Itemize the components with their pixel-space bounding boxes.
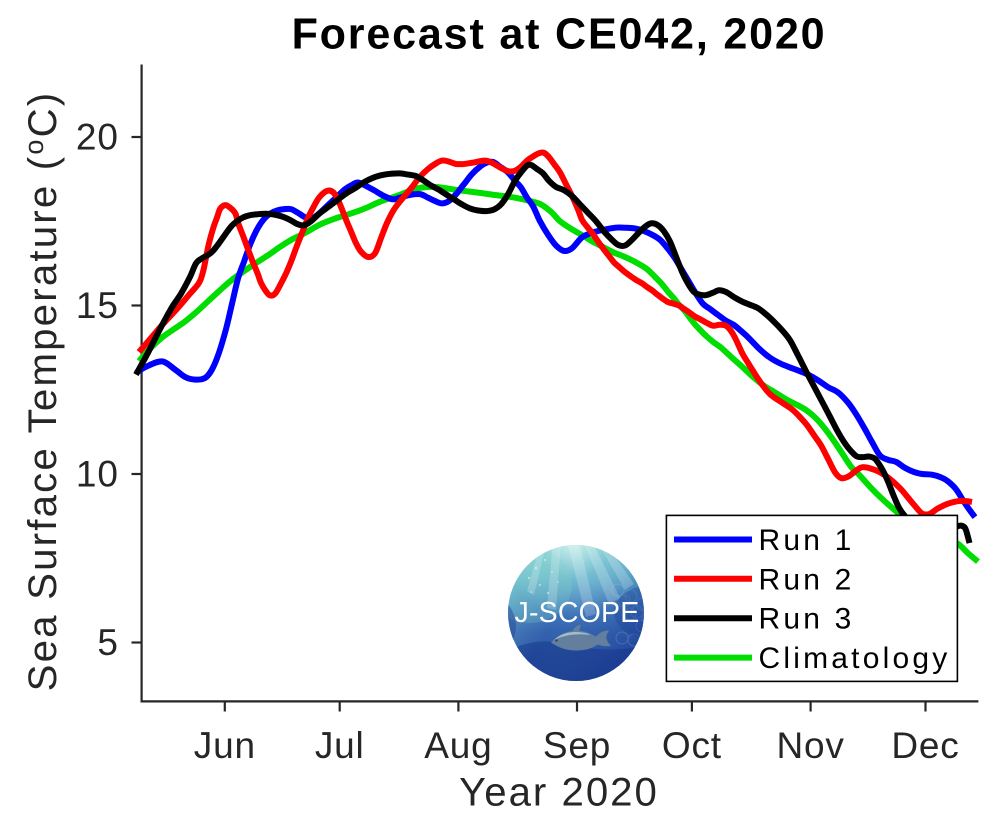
svg-text:Climatology: Climatology bbox=[759, 642, 951, 675]
svg-text:Run 2: Run 2 bbox=[759, 563, 855, 596]
svg-text:J-SCOPE: J-SCOPE bbox=[515, 597, 640, 629]
svg-text:Jul: Jul bbox=[315, 725, 365, 766]
svg-text:Nov: Nov bbox=[776, 725, 844, 766]
svg-text:15: 15 bbox=[76, 285, 119, 326]
svg-text:Run 1: Run 1 bbox=[759, 524, 855, 557]
svg-text:Forecast at CE042, 2020: Forecast at CE042, 2020 bbox=[292, 10, 827, 58]
svg-text:Dec: Dec bbox=[891, 725, 959, 766]
svg-text:Sea Surface Temperature (oC): Sea Surface Temperature (oC) bbox=[19, 91, 65, 692]
svg-text:Run 3: Run 3 bbox=[759, 603, 855, 636]
svg-text:Aug: Aug bbox=[424, 725, 492, 766]
svg-text:Year 2020: Year 2020 bbox=[459, 770, 659, 815]
svg-text:20: 20 bbox=[76, 117, 119, 158]
svg-text:Oct: Oct bbox=[662, 725, 722, 766]
svg-text:10: 10 bbox=[76, 454, 119, 495]
svg-text:5: 5 bbox=[97, 622, 119, 663]
svg-text:Jun: Jun bbox=[194, 725, 256, 766]
svg-text:Sep: Sep bbox=[543, 725, 611, 766]
